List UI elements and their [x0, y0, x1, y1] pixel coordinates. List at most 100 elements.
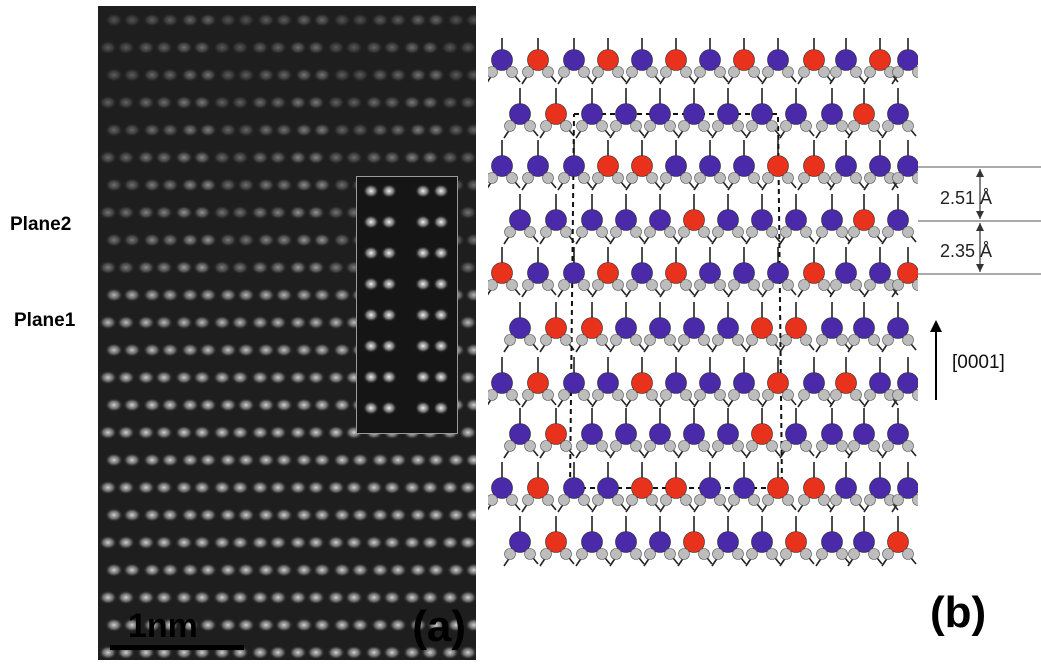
cation-atom-blue — [717, 423, 739, 445]
anion-atom — [630, 226, 642, 238]
cation-atom-red — [751, 423, 773, 445]
cation-atom-blue — [581, 531, 603, 553]
cation-atom-blue — [581, 103, 603, 125]
cation-atom-blue — [835, 477, 857, 499]
anion-atom — [732, 440, 744, 452]
cation-atom-red — [631, 372, 653, 394]
cation-atom-blue — [887, 317, 909, 339]
cation-atom-blue — [509, 209, 531, 231]
anion-atom — [560, 226, 572, 238]
anion-atom — [644, 334, 656, 346]
cation-atom-blue — [767, 49, 789, 71]
anion-atom — [816, 334, 828, 346]
cation-atom-blue — [699, 155, 721, 177]
cation-atom-red — [733, 49, 755, 71]
anion-atom — [850, 66, 862, 78]
panel-a-label: (a) — [412, 602, 466, 651]
inset-atom-column — [415, 184, 431, 198]
anion-atom — [694, 494, 706, 506]
anion-atom — [486, 279, 498, 291]
cation-atom-red — [683, 209, 705, 231]
anion-atom — [836, 440, 848, 452]
anion-atom — [902, 226, 914, 238]
cation-atom-red — [545, 423, 567, 445]
cation-atom-blue — [887, 209, 909, 231]
anion-atom — [540, 548, 552, 560]
cation-atom-blue — [835, 262, 857, 284]
anion-atom — [728, 172, 740, 184]
anion-atom — [596, 120, 608, 132]
anion-atom — [748, 494, 760, 506]
spacing-label-upper: 2.51 Å — [940, 188, 993, 208]
cation-atom-blue — [733, 155, 755, 177]
anion-atom — [816, 120, 828, 132]
anion-atom — [626, 66, 638, 78]
anion-atom — [522, 389, 534, 401]
cation-atom-blue — [869, 477, 891, 499]
cation-atom-blue — [853, 531, 875, 553]
cation-atom-blue — [821, 531, 843, 553]
anion-atom — [746, 334, 758, 346]
cation-atom-red — [631, 155, 653, 177]
anion-atom — [850, 389, 862, 401]
cation-atom-blue — [751, 209, 773, 231]
anion-atom — [698, 440, 710, 452]
anion-atom — [830, 389, 842, 401]
anion-atom — [542, 494, 554, 506]
cation-atom-blue — [821, 209, 843, 231]
cation-atom-red — [751, 317, 773, 339]
anion-atom — [818, 66, 830, 78]
inset-atom-column — [433, 246, 449, 260]
anion-atom — [646, 279, 658, 291]
crystal-structure-model — [485, 34, 927, 567]
anion-atom — [626, 494, 638, 506]
anion-atom — [882, 120, 894, 132]
cation-atom-blue — [751, 531, 773, 553]
cation-atom-red — [785, 317, 807, 339]
cation-atom-red — [545, 317, 567, 339]
anion-atom — [836, 226, 848, 238]
anion-atom — [542, 66, 554, 78]
cation-atom-red — [853, 209, 875, 231]
anion-atom — [782, 66, 794, 78]
cation-atom-red — [683, 531, 705, 553]
anion-atom — [766, 120, 778, 132]
spacing-label-lower: 2.35 Å — [940, 241, 993, 261]
anion-atom — [848, 120, 860, 132]
anion-atom — [540, 334, 552, 346]
anion-atom — [864, 389, 876, 401]
cation-atom-red — [545, 103, 567, 125]
anion-atom — [610, 120, 622, 132]
anion-atom — [578, 494, 590, 506]
anion-atom — [664, 120, 676, 132]
anion-atom — [560, 120, 572, 132]
anion-atom — [800, 120, 812, 132]
anion-atom — [542, 279, 554, 291]
inset-atom-column — [363, 184, 379, 198]
inset-atom-column — [363, 308, 379, 322]
cation-atom-blue — [887, 103, 909, 125]
cation-atom-red — [803, 155, 825, 177]
anion-atom — [660, 389, 672, 401]
anion-atom — [596, 226, 608, 238]
cation-atom-blue — [717, 103, 739, 125]
anion-atom — [762, 279, 774, 291]
anion-atom — [892, 172, 904, 184]
anion-atom — [486, 389, 498, 401]
anion-atom — [626, 389, 638, 401]
cation-atom-blue — [869, 262, 891, 284]
inset-atom-column — [415, 246, 431, 260]
anion-atom — [746, 120, 758, 132]
cation-atom-blue — [853, 317, 875, 339]
anion-atom — [558, 66, 570, 78]
anion-atom — [714, 389, 726, 401]
anion-atom — [798, 172, 810, 184]
anion-atom — [680, 279, 692, 291]
cation-atom-red — [803, 49, 825, 71]
anion-atom — [612, 494, 624, 506]
anion-atom — [644, 120, 656, 132]
anion-atom — [630, 334, 642, 346]
cation-atom-red — [665, 49, 687, 71]
inset-atom-column — [381, 308, 397, 322]
anion-atom — [664, 226, 676, 238]
